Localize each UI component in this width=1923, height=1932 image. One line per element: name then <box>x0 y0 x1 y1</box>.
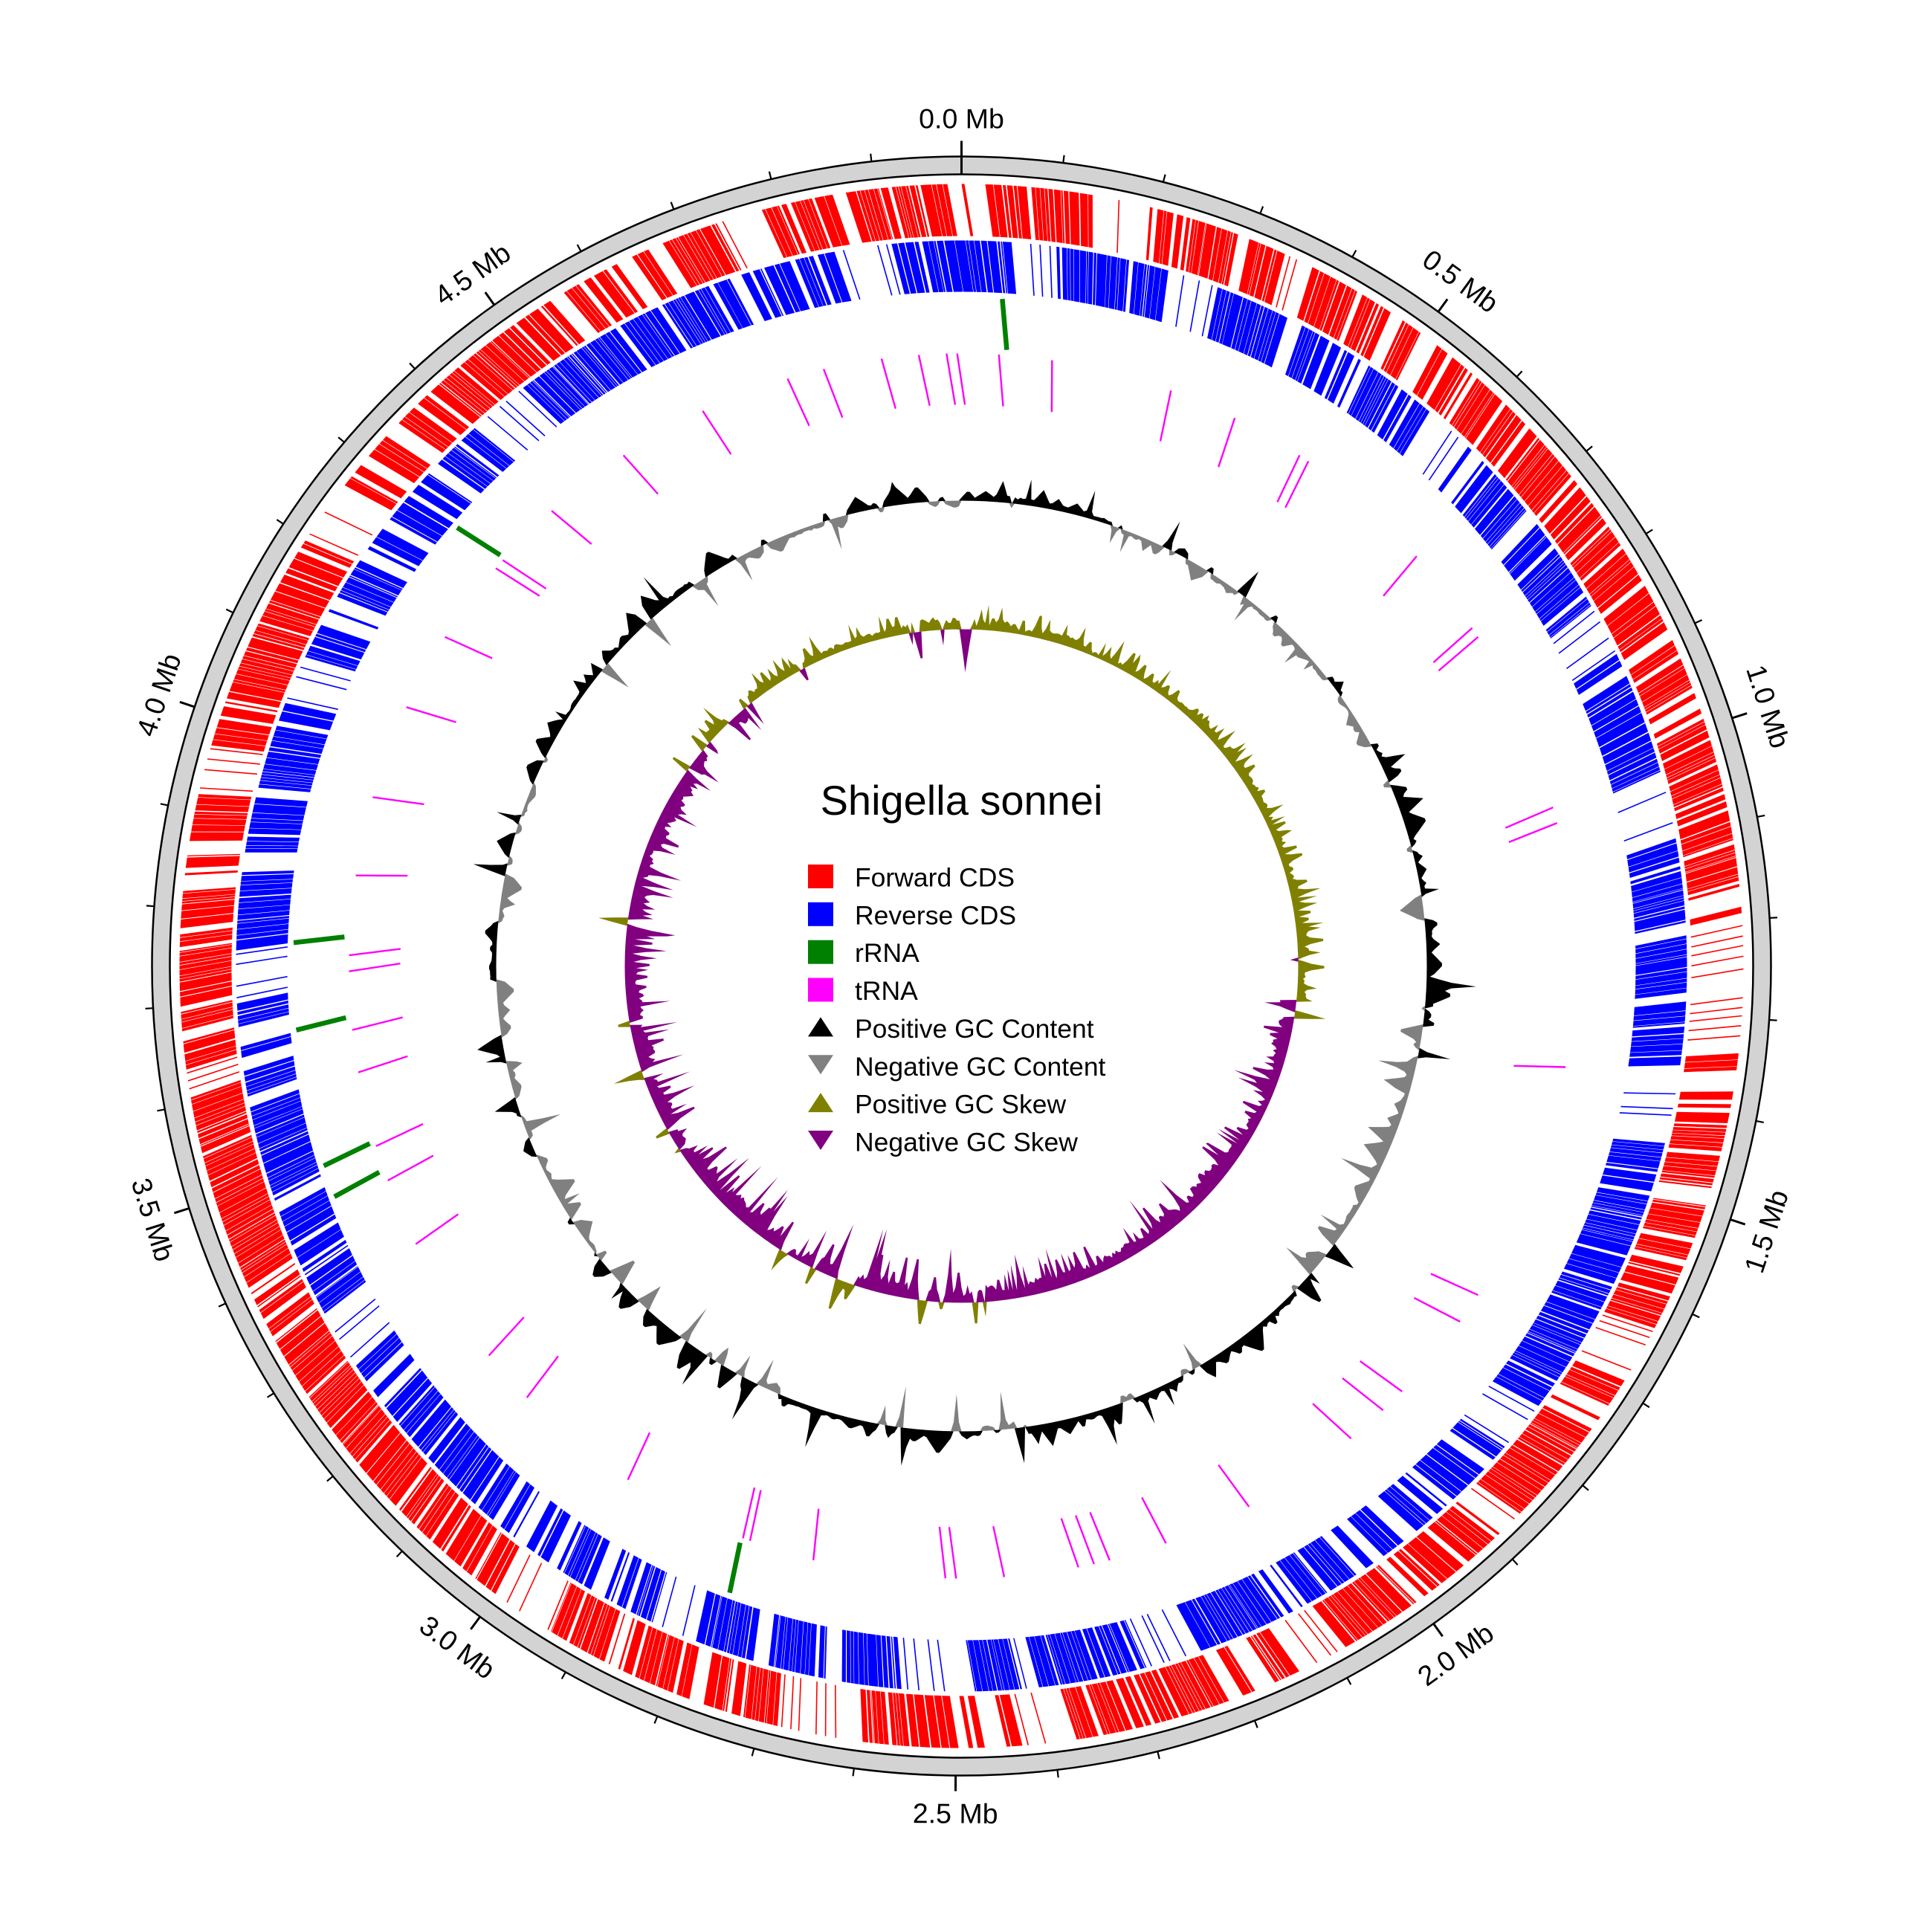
svg-text:Negative GC Skew: Negative GC Skew <box>855 1128 1078 1157</box>
svg-text:Shigella sonnei: Shigella sonnei <box>821 777 1103 824</box>
svg-text:rRNA: rRNA <box>855 938 920 968</box>
svg-text:Positive GC Skew: Positive GC Skew <box>855 1090 1066 1120</box>
svg-text:Reverse CDS: Reverse CDS <box>855 900 1016 930</box>
svg-text:2.5 Mb: 2.5 Mb <box>913 1797 998 1829</box>
svg-text:Negative GC Content: Negative GC Content <box>855 1052 1106 1082</box>
svg-text:tRNA: tRNA <box>855 976 918 1006</box>
svg-text:Positive GC Content: Positive GC Content <box>855 1014 1094 1044</box>
svg-text:0.0 Mb: 0.0 Mb <box>919 103 1004 135</box>
svg-text:Forward CDS: Forward CDS <box>855 863 1015 893</box>
